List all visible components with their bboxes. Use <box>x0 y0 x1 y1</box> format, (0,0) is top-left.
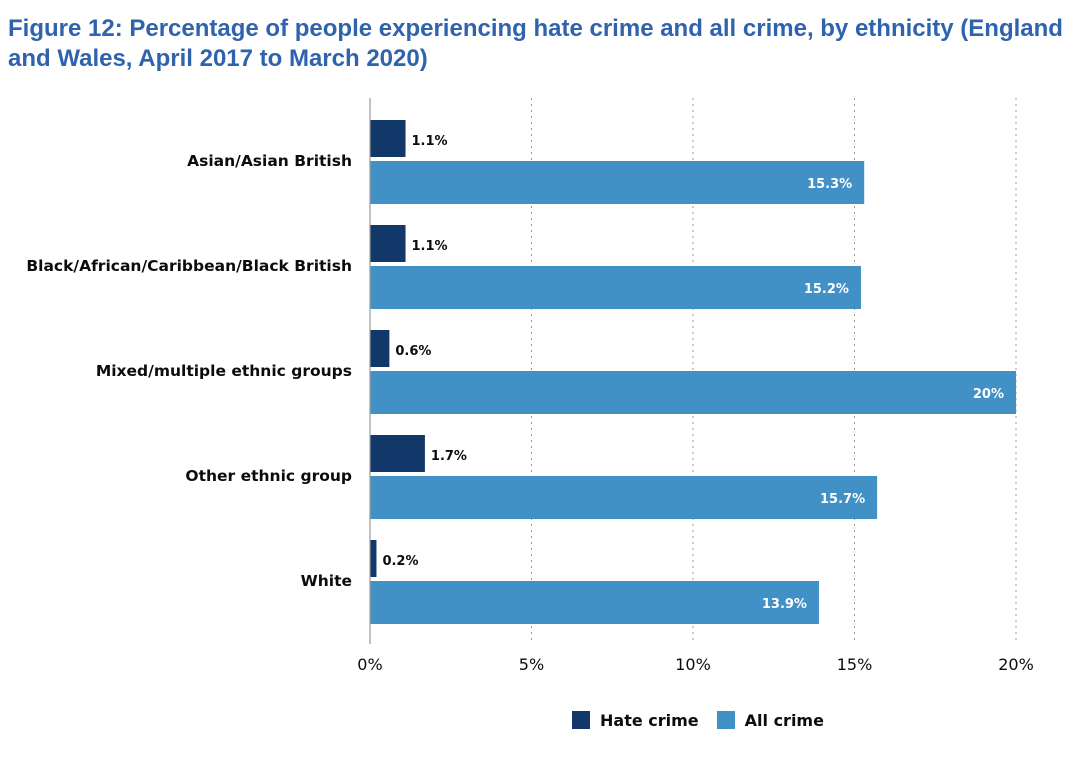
category-label-black-african-caribbean-black-british: Black/African/Caribbean/Black British <box>26 257 352 275</box>
bar-all-crime-mixed-multiple-ethnic-groups <box>370 371 1016 414</box>
category-label-mixed-multiple-ethnic-groups: Mixed/multiple ethnic groups <box>96 362 352 380</box>
data-label-all-crime-other-ethnic-group: 15.7% <box>820 492 865 507</box>
legend-label-hate-crime: Hate crime <box>600 710 699 730</box>
category-label-asian-asian-british: Asian/Asian British <box>187 152 352 170</box>
bar-chart: 0% 5% 10% 15% 20% Asian/Asian British 1.1% 15.3… <box>26 98 1034 674</box>
data-label-hate-crime-other-ethnic-group: 1.7% <box>431 449 467 464</box>
bar-all-crime-other-ethnic-group <box>370 476 878 519</box>
bar-hate-crime-asian-asian-british <box>370 120 406 157</box>
bar-all-crime-white <box>370 581 819 624</box>
data-label-hate-crime-white: 0.2% <box>382 554 418 569</box>
legend-item-hate-crime: Hate crime <box>572 711 699 730</box>
data-label-hate-crime-mixed-multiple-ethnic-groups: 0.6% <box>395 344 431 359</box>
legend-label-all-crime: All crime <box>744 710 824 730</box>
legend: Hate crime All crime <box>572 708 842 732</box>
data-label-all-crime-asian-asian-british: 15.3% <box>807 177 852 192</box>
data-label-all-crime-mixed-multiple-ethnic-groups: 20% <box>973 387 1004 402</box>
bar-hate-crime-mixed-multiple-ethnic-groups <box>370 330 390 367</box>
x-tick-label-10: 10% <box>675 655 711 674</box>
data-label-all-crime-white: 13.9% <box>762 597 807 612</box>
x-tick-label-20: 20% <box>998 655 1034 674</box>
data-label-hate-crime-black-african-caribbean-black-british: 1.1% <box>412 239 448 254</box>
bar-all-crime-black-african-caribbean-black-british <box>370 266 861 309</box>
x-tick-label-15: 15% <box>837 655 873 674</box>
legend-swatch-all-crime <box>716 711 735 729</box>
bar-hate-crime-white <box>370 540 377 577</box>
bar-all-crime-asian-asian-british <box>370 161 865 204</box>
chart-title: Figure 12: Percentage of people experien… <box>8 15 1063 72</box>
legend-item-all-crime: All crime <box>716 710 824 730</box>
data-label-hate-crime-asian-asian-british: 1.1% <box>412 134 448 149</box>
category-label-white: White <box>301 572 352 590</box>
data-label-all-crime-black-african-caribbean-black-british: 15.2% <box>804 282 849 297</box>
category-label-other-ethnic-group: Other ethnic group <box>185 467 352 485</box>
legend-swatch-hate-crime <box>572 711 590 729</box>
x-tick-label-5: 5% <box>519 655 544 674</box>
bar-hate-crime-other-ethnic-group <box>370 435 425 472</box>
x-tick-label-0: 0% <box>357 655 382 674</box>
bar-hate-crime-black-african-caribbean-black-british <box>370 225 406 262</box>
